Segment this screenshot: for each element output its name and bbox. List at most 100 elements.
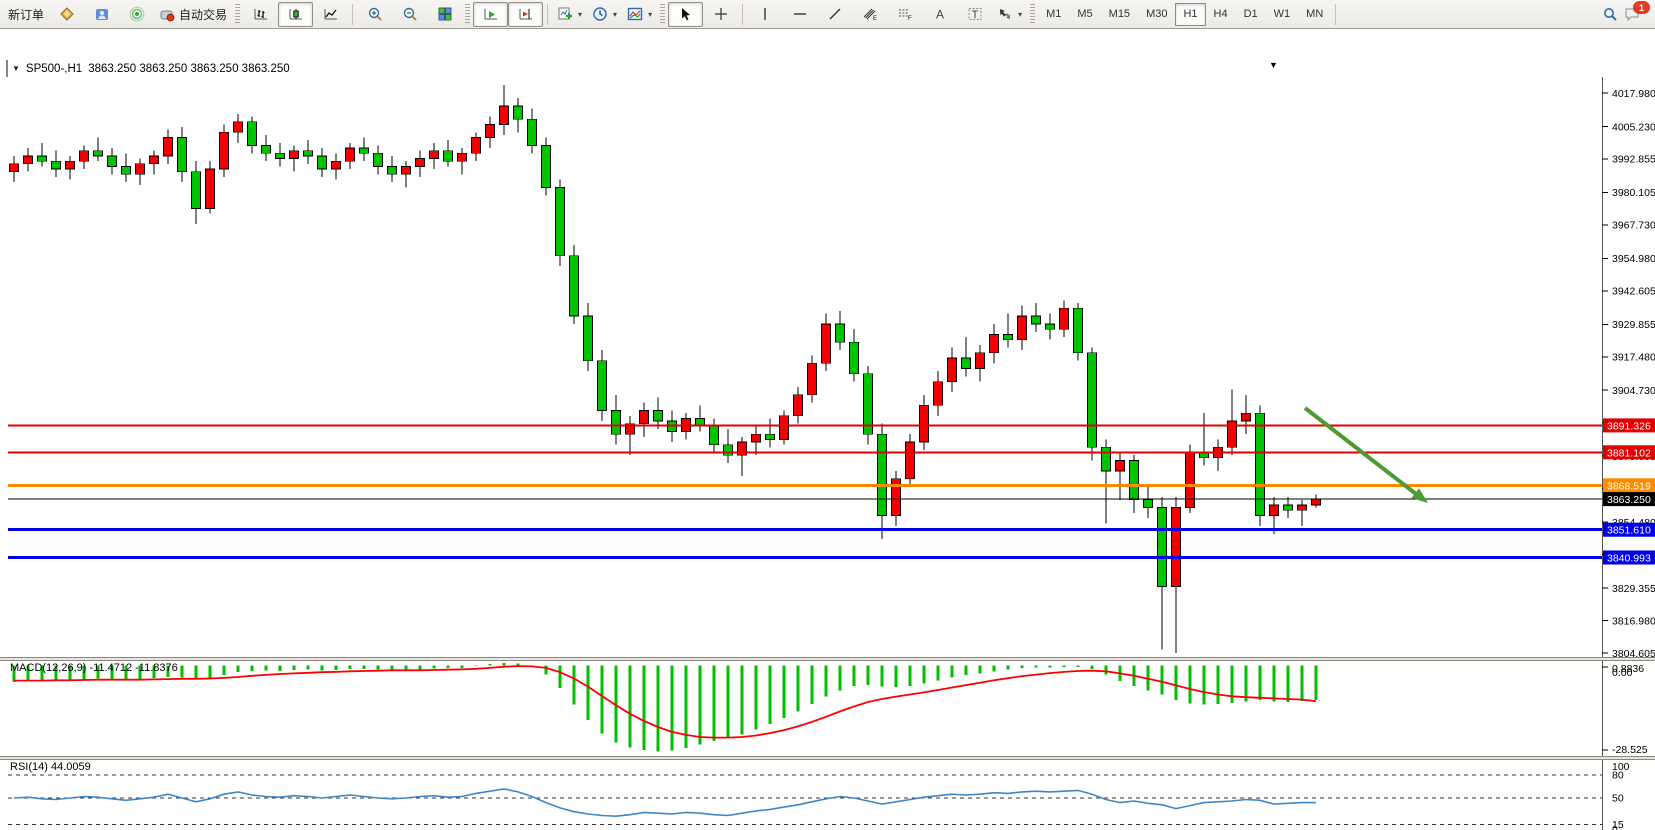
svg-text:3954.980: 3954.980 bbox=[1612, 253, 1655, 265]
chat-button[interactable]: 1 bbox=[1624, 1, 1650, 25]
toolbar-grip bbox=[235, 4, 241, 24]
text-label-icon: T bbox=[967, 6, 983, 22]
timeframe-mn[interactable]: MN bbox=[1306, 8, 1324, 20]
price-badge bbox=[1603, 492, 1655, 507]
candlestick-icon bbox=[288, 6, 304, 22]
community-button[interactable] bbox=[84, 2, 119, 27]
macd-label: MACD(12,26,9) -11.4712 -11.8376 bbox=[10, 662, 178, 674]
clock-icon bbox=[592, 6, 608, 22]
one-click-marker[interactable]: ▼ bbox=[12, 64, 20, 73]
channel-button[interactable]: E bbox=[852, 2, 887, 27]
chevron-down-icon: ▾ bbox=[648, 9, 653, 19]
text-label-button[interactable]: T bbox=[957, 2, 992, 27]
zoom-in-button[interactable] bbox=[357, 2, 392, 27]
macd-signal-line bbox=[14, 665, 1317, 739]
crosshair-icon bbox=[713, 6, 729, 22]
svg-text:3942.605: 3942.605 bbox=[1612, 286, 1655, 298]
fibonacci-icon: F bbox=[897, 6, 913, 22]
candlestick-button[interactable] bbox=[278, 1, 314, 27]
arrows-icon bbox=[997, 6, 1013, 22]
trendline-icon bbox=[827, 6, 843, 22]
toolbar-grip bbox=[1030, 4, 1036, 24]
toolbar-separator bbox=[742, 3, 744, 25]
text-button[interactable]: A bbox=[922, 2, 957, 27]
quotes-button[interactable] bbox=[49, 2, 84, 27]
fibonacci-button[interactable]: F bbox=[887, 2, 922, 27]
chart-menu-marker[interactable]: ▼ bbox=[1269, 60, 1278, 70]
timeframe-d1[interactable]: D1 bbox=[1243, 8, 1258, 20]
price-badge bbox=[1603, 522, 1655, 537]
chevron-down-icon: ▾ bbox=[578, 9, 583, 19]
svg-text:3917.480: 3917.480 bbox=[1612, 352, 1655, 364]
price-badge bbox=[1603, 445, 1655, 460]
timeframe-h1[interactable]: H1 bbox=[1175, 2, 1206, 26]
price-badge bbox=[1603, 478, 1655, 493]
svg-text:3980.105: 3980.105 bbox=[1612, 187, 1655, 199]
new-order-button[interactable]: 新订单 bbox=[3, 2, 49, 27]
svg-text:3881.102: 3881.102 bbox=[1607, 447, 1651, 459]
new-chart-icon bbox=[557, 6, 573, 22]
new-order-label: 新订单 bbox=[8, 7, 45, 22]
timeframe-h4[interactable]: H4 bbox=[1213, 8, 1228, 20]
price-badge bbox=[1603, 550, 1655, 565]
svg-text:3863.250: 3863.250 bbox=[1607, 494, 1651, 506]
rsi-pane[interactable]: RSI(14) 44.0059 100 80 50 15 0 bbox=[0, 760, 1655, 830]
shapes-button[interactable]: ▾ bbox=[992, 2, 1027, 27]
broadcast-icon bbox=[129, 6, 145, 22]
trendline-button[interactable] bbox=[817, 2, 852, 27]
chevron-down-icon: ▾ bbox=[1018, 9, 1023, 19]
signal-button[interactable] bbox=[119, 2, 154, 27]
auto-trading-button[interactable]: 自动交易 bbox=[154, 2, 232, 27]
timeframe-m1[interactable]: M1 bbox=[1046, 8, 1062, 20]
auto-scroll-button[interactable] bbox=[473, 1, 509, 27]
chart-shift-button[interactable] bbox=[508, 1, 544, 27]
svg-text:3851.610: 3851.610 bbox=[1607, 525, 1651, 537]
main-chart-pane[interactable]: 4017.980 4005.230 3992.855 3980.105 3967.730… bbox=[0, 77, 1655, 657]
timeframe-m15[interactable]: M15 bbox=[1108, 8, 1131, 20]
horizontal-line-button[interactable] bbox=[782, 2, 817, 27]
candles bbox=[9, 85, 1321, 654]
svg-text:3840.993: 3840.993 bbox=[1607, 553, 1651, 565]
svg-text:50: 50 bbox=[1612, 793, 1624, 805]
tile-windows-icon bbox=[437, 6, 453, 22]
svg-text:0.00: 0.00 bbox=[1612, 667, 1633, 679]
svg-text:3891.326: 3891.326 bbox=[1607, 420, 1651, 432]
chart-shift-icon bbox=[518, 6, 534, 22]
toolbar-grip bbox=[465, 4, 471, 24]
crosshair-button[interactable] bbox=[703, 2, 738, 27]
svg-text:T: T bbox=[971, 9, 978, 21]
toolbar-grip bbox=[660, 4, 666, 24]
pane-splitter[interactable] bbox=[0, 756, 1655, 760]
timeframe-w1[interactable]: W1 bbox=[1273, 8, 1291, 20]
toolbar-separator bbox=[547, 3, 549, 25]
zoom-out-button[interactable] bbox=[392, 2, 427, 27]
timeframe-m30[interactable]: M30 bbox=[1146, 8, 1168, 20]
chart-quotes: 3863.250 3863.250 3863.250 3863.250 bbox=[88, 62, 290, 75]
vertical-line-button[interactable] bbox=[747, 2, 782, 27]
search-icon[interactable] bbox=[1602, 6, 1618, 22]
chart-title: SP500-,H1 bbox=[25, 62, 83, 75]
toolbar-separator bbox=[1335, 3, 1337, 25]
chevron-down-icon: ▾ bbox=[613, 9, 618, 19]
timeframe-m5[interactable]: M5 bbox=[1077, 8, 1093, 20]
cursor-button[interactable] bbox=[668, 1, 704, 27]
rsi-levels bbox=[8, 774, 1602, 826]
pane-splitter[interactable] bbox=[0, 657, 1655, 661]
line-chart-button[interactable] bbox=[313, 2, 348, 27]
svg-text:4005.230: 4005.230 bbox=[1612, 121, 1655, 133]
bar-chart-button[interactable] bbox=[243, 2, 278, 27]
macd-pane[interactable]: MACD(12,26,9) -11.4712 -11.8376 0.8836 0.… bbox=[0, 661, 1655, 756]
svg-text:E: E bbox=[873, 16, 877, 22]
tile-windows-button[interactable] bbox=[427, 2, 462, 27]
svg-text:4017.980: 4017.980 bbox=[1612, 88, 1655, 100]
price-grid: 4017.980 4005.230 3992.855 3980.105 3967.730… bbox=[1602, 77, 1655, 657]
svg-text:3829.355: 3829.355 bbox=[1612, 583, 1655, 595]
new-chart-button[interactable]: ▾ bbox=[552, 2, 587, 27]
svg-text:3967.730: 3967.730 bbox=[1612, 220, 1655, 232]
periods-button[interactable]: ▾ bbox=[587, 2, 622, 27]
price-badge bbox=[1603, 418, 1655, 433]
svg-text:3992.855: 3992.855 bbox=[1612, 154, 1655, 166]
indicators-button[interactable]: ▾ bbox=[622, 2, 657, 27]
